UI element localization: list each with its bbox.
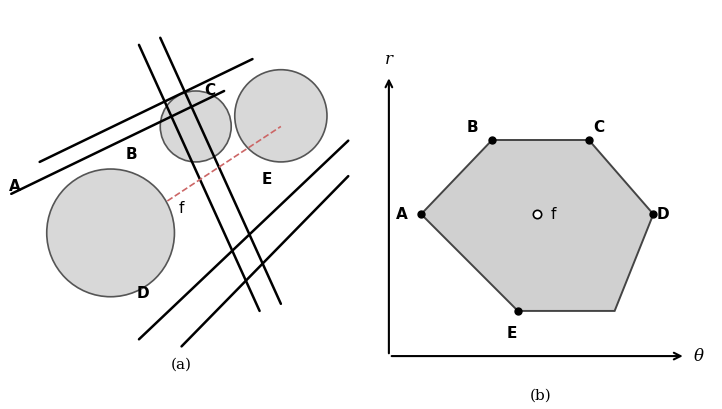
Circle shape [47,169,175,297]
Text: D: D [136,286,149,301]
Text: f: f [550,207,555,222]
Text: (b): (b) [529,389,552,403]
Text: B: B [126,147,138,162]
Polygon shape [421,140,653,311]
Circle shape [235,70,327,162]
Text: r: r [385,51,393,68]
Text: A: A [396,207,408,222]
Text: B: B [467,119,479,135]
Text: E: E [506,326,517,341]
Circle shape [160,91,231,162]
Text: C: C [204,83,215,99]
Text: E: E [261,172,272,187]
Text: f: f [179,200,184,216]
Text: A: A [9,179,21,194]
Text: (a): (a) [171,357,192,371]
Text: D: D [657,207,669,222]
Text: θ: θ [694,348,703,364]
Text: C: C [593,119,604,135]
